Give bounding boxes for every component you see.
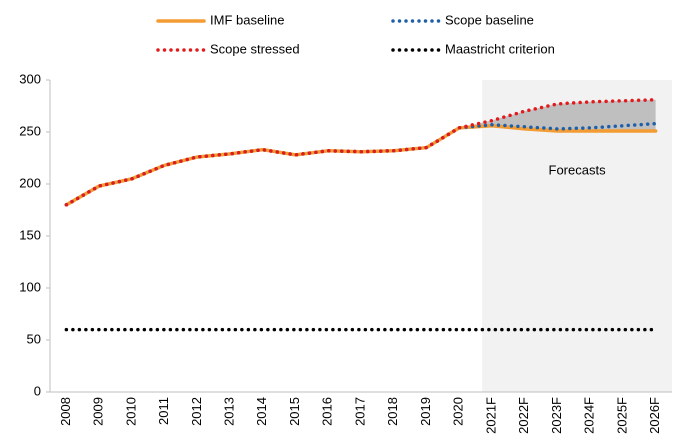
x-tick-label: 2010 xyxy=(123,397,138,426)
y-tick-label: 250 xyxy=(19,123,41,138)
x-tick-label: 2023F xyxy=(549,397,564,434)
x-tick-label: 2017 xyxy=(352,397,367,426)
y-tick-label: 50 xyxy=(27,331,41,346)
x-tick-label: 2012 xyxy=(189,397,204,426)
x-tick-label: 2024F xyxy=(582,397,597,434)
y-tick-label: 0 xyxy=(34,383,41,398)
x-tick-label: 2019 xyxy=(418,397,433,426)
x-tick-label: 2015 xyxy=(287,397,302,426)
x-tick-label: 2020 xyxy=(451,397,466,426)
annotation: Forecasts xyxy=(549,162,607,177)
x-tick-label: 2025F xyxy=(614,397,629,434)
legend-label: Scope baseline xyxy=(445,12,534,27)
x-tick-label: 2018 xyxy=(385,397,400,426)
x-tick-label: 2011 xyxy=(156,397,171,425)
legend-label: Scope stressed xyxy=(210,41,300,56)
x-tick-label: 2013 xyxy=(221,397,236,426)
y-tick-label: 300 xyxy=(19,71,41,86)
x-tick-label: 2008 xyxy=(58,397,73,426)
x-tick-label: 2016 xyxy=(320,397,335,426)
y-tick-label: 100 xyxy=(19,279,41,294)
series-line xyxy=(64,98,658,207)
x-tick-label: 2021F xyxy=(483,397,498,434)
y-tick-label: 200 xyxy=(19,175,41,190)
legend-label: IMF baseline xyxy=(210,12,284,27)
x-tick-label: 2022F xyxy=(516,397,531,434)
spread-area xyxy=(459,99,656,131)
x-tick-label: 2009 xyxy=(91,397,106,426)
legend-label: Maastricht criterion xyxy=(445,41,555,56)
y-tick-label: 150 xyxy=(19,227,41,242)
x-tick-label: 2014 xyxy=(254,397,269,426)
x-tick-label: 2026F xyxy=(647,397,662,434)
